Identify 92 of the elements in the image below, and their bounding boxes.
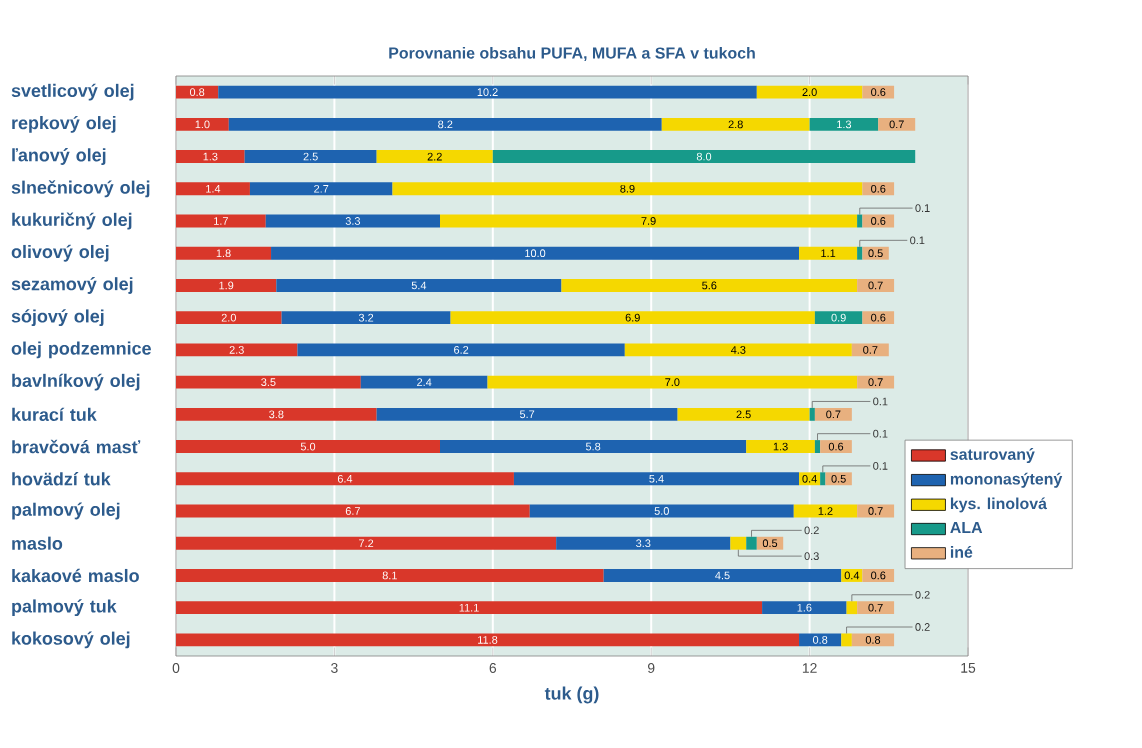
bar <box>799 246 858 260</box>
bar <box>603 569 842 582</box>
bar <box>677 407 810 421</box>
bar <box>487 375 858 389</box>
bar <box>176 311 282 325</box>
bar <box>624 343 852 357</box>
y-tick-label: palmový olej <box>12 502 120 520</box>
bar <box>809 117 879 131</box>
bar <box>857 279 895 292</box>
bar <box>661 117 810 131</box>
bar <box>176 279 277 292</box>
bar <box>376 150 493 164</box>
y-tick-label: repkový olej <box>12 115 116 133</box>
y-tick-label: sójový olej <box>11 309 104 327</box>
bar <box>809 407 815 421</box>
bar <box>756 85 863 99</box>
y-tick-label: maslo <box>12 536 63 550</box>
bar <box>513 472 800 486</box>
bar <box>297 343 625 357</box>
bar <box>392 182 863 196</box>
y-tick-label: ľanový olej <box>12 148 106 165</box>
bar <box>244 150 377 164</box>
bar <box>857 601 895 615</box>
bar <box>814 407 852 421</box>
bar <box>228 117 662 131</box>
bar <box>249 182 393 196</box>
bar <box>857 375 895 389</box>
bar <box>841 633 852 647</box>
bar <box>851 633 895 647</box>
bar <box>176 117 229 131</box>
y-tick-label: hovädzí tuk <box>12 472 111 486</box>
bar <box>746 440 815 454</box>
bar <box>746 536 757 550</box>
y-tick-label: olivový olej <box>11 244 109 262</box>
bar <box>878 117 916 131</box>
bar <box>556 536 731 550</box>
bar <box>862 311 895 325</box>
bar <box>176 182 250 196</box>
bar <box>376 407 678 421</box>
bar <box>814 440 821 454</box>
bar <box>176 85 219 99</box>
y-tick-label: palmový tuk <box>12 599 117 617</box>
y-tick-label: kakaové maslo <box>12 568 139 583</box>
bar <box>265 214 440 228</box>
bar <box>218 85 757 99</box>
y-tick-label: olej podzemnice <box>11 341 151 359</box>
y-tick-label: kukuričný olej <box>12 212 132 230</box>
bar <box>176 504 530 518</box>
bar <box>857 246 863 260</box>
bar <box>825 472 852 486</box>
y-tick-label: kurací tuk <box>12 407 97 422</box>
bar <box>176 569 604 582</box>
y-tick-label: kokosový olej <box>12 631 130 649</box>
bar <box>851 343 889 357</box>
bar <box>820 440 852 454</box>
bar <box>281 311 451 325</box>
bar <box>271 246 800 260</box>
bar <box>176 343 298 357</box>
bar <box>176 601 763 615</box>
bar <box>440 440 747 454</box>
bar <box>529 504 794 518</box>
bar <box>450 311 815 325</box>
bar <box>176 214 266 228</box>
bar <box>862 85 895 99</box>
bar <box>862 182 895 196</box>
bar <box>561 279 858 292</box>
bar <box>176 440 440 454</box>
bar <box>176 407 377 421</box>
bar <box>762 601 847 615</box>
y-tick-label: bavlníkový olej <box>12 373 140 391</box>
bar <box>176 472 514 486</box>
y-tick-label: bravčová masť <box>12 439 141 454</box>
bar <box>846 601 858 615</box>
bar <box>176 536 557 550</box>
bar <box>730 536 747 550</box>
bar <box>862 246 889 260</box>
bar <box>176 633 800 647</box>
y-tick-label: sezamový olej <box>11 277 133 294</box>
y-tick-label: svetlicový olej <box>11 83 134 101</box>
bar <box>799 633 842 647</box>
bar <box>440 214 858 228</box>
bar <box>276 279 562 292</box>
bar <box>492 150 916 164</box>
bar <box>820 472 826 486</box>
bar <box>176 150 245 164</box>
bar <box>176 375 361 389</box>
bar <box>360 375 488 389</box>
x-axis-title: tuk (g) <box>544 686 599 704</box>
bar <box>814 311 863 325</box>
y-tick-label: slnečnicový olej <box>11 180 150 198</box>
bar <box>176 246 272 260</box>
bar <box>862 569 895 582</box>
